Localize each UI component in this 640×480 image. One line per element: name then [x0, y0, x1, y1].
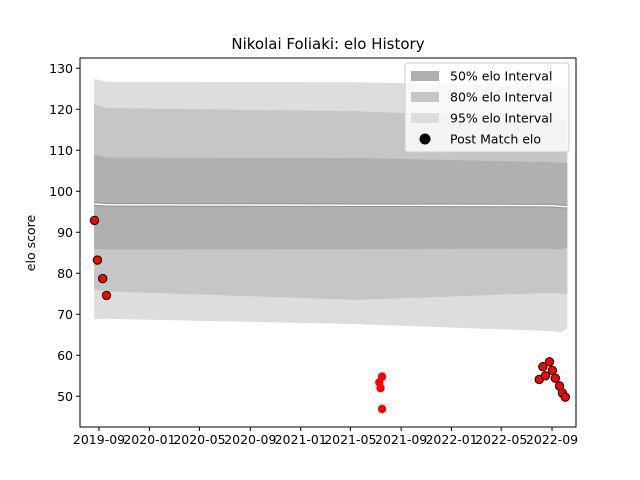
y-tick-label: 120 — [49, 102, 73, 117]
post-match-elo-point — [550, 373, 560, 383]
post-match-elo-point — [98, 273, 108, 284]
x-tick-label: 2019-09 — [73, 432, 125, 447]
post-match-elo-point — [376, 383, 385, 393]
x-tick-label: 2020-09 — [224, 432, 276, 447]
post-match-elo-point — [547, 365, 558, 376]
mean-elo-line — [94, 203, 568, 208]
y-tick-label: 90 — [57, 225, 73, 240]
legend-label: 95% elo Interval — [450, 111, 552, 126]
legend: 50% elo Interval 80% elo Interval 95% elo … — [404, 62, 570, 153]
x-tick-label: 2022-01 — [425, 432, 477, 447]
x-tick-label: 2022-09 — [526, 432, 578, 447]
x-tick-label: 2020-05 — [173, 432, 225, 447]
legend-label: Post Match elo — [450, 132, 541, 147]
y-tick-label: 110 — [49, 143, 73, 158]
post-match-elo-point — [377, 372, 387, 381]
post-match-elo-point — [540, 371, 551, 381]
post-match-elo-point — [101, 290, 112, 301]
mean-line-layer — [93, 202, 568, 209]
x-axis: 2019-092020-012020-052020-092021-012021-… — [73, 427, 578, 447]
x-tick-label: 2020-01 — [123, 432, 175, 447]
y-axis-title: elo score — [23, 215, 38, 272]
y-tick-label: 130 — [49, 61, 73, 76]
band-50-area — [94, 154, 568, 250]
post-match-elo-point — [92, 255, 103, 265]
legend-swatch — [411, 113, 439, 123]
legend-swatch — [411, 71, 439, 81]
y-tick-label: 100 — [49, 184, 73, 199]
y-tick-label: 60 — [57, 348, 73, 363]
legend-swatch — [411, 92, 439, 102]
post-match-elo-point — [89, 215, 100, 226]
legend-label: 80% elo Interval — [450, 90, 552, 105]
post-match-elo-point — [538, 362, 548, 372]
plot-frame — [79, 57, 577, 428]
x-tick-label: 2022-05 — [475, 432, 527, 447]
post-match-elo-point — [377, 404, 387, 414]
post-match-elo-point — [544, 357, 555, 367]
x-tick-label: 2021-05 — [324, 432, 376, 447]
x-tick-label: 2021-01 — [275, 432, 327, 447]
y-axis: 50 60 70 80 90 100 110 120 130 — [49, 61, 80, 404]
post-match-elo-point — [560, 392, 570, 402]
y-tick-label: 80 — [57, 266, 73, 281]
post-match-points — [89, 215, 570, 414]
y-tick-label: 70 — [57, 307, 73, 322]
legend-marker — [419, 133, 431, 145]
x-tick-label: 2021-09 — [375, 432, 427, 447]
legend-label: 50% elo Interval — [450, 69, 552, 84]
chart-title: Nikolai Foliaki: elo History — [231, 35, 424, 53]
legend-frame — [404, 62, 570, 153]
y-tick-label: 50 — [57, 389, 73, 404]
